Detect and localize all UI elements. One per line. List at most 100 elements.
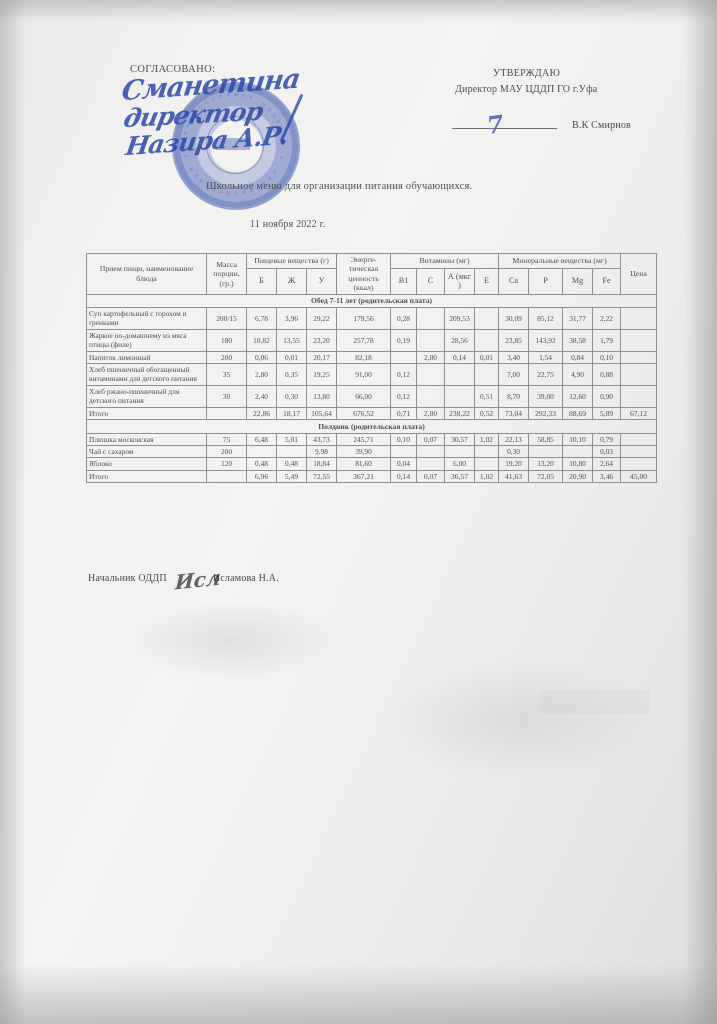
cell-energy: 245,71: [336, 432, 392, 446]
cell-vitamin-a: [444, 363, 476, 386]
cell-vitamin-a: [444, 444, 476, 459]
header-mass: Масса порции, (гр.): [206, 253, 247, 295]
cell-vitamin-e: [474, 328, 500, 352]
cell-total-label: Итого: [86, 406, 207, 421]
cell-fat: 18,17: [276, 406, 307, 421]
cell-carbs: 43,73: [305, 432, 338, 446]
cell-vitamin-c: 2,80: [416, 350, 446, 365]
table-head: Прием пищи, наименование блюда Масса пор…: [86, 253, 658, 295]
cell-phosphorus: 143,92: [528, 328, 564, 352]
footer-position: Начальник ОДДП: [88, 573, 167, 584]
header-vitamin-e: Е: [474, 267, 500, 295]
cell-iron: 1,79: [592, 328, 622, 352]
cell-fat: 0,30: [276, 384, 307, 408]
cell-vitamin-e: [474, 457, 500, 471]
paper-artifact: [540, 690, 650, 714]
handwritten-odpp-mark: Исл: [174, 565, 222, 595]
signature-line: [452, 128, 557, 129]
cell-energy: 257,78: [336, 328, 392, 352]
cell-fat: [276, 444, 307, 459]
cell-carbs: 19,25: [305, 363, 338, 386]
cell-fat: 5,01: [276, 432, 307, 446]
cell-phosphorus: 13,20: [528, 457, 564, 471]
cell-carbs: 18,84: [305, 457, 338, 471]
cell-protein: 22,86: [246, 406, 277, 421]
cell-price: [620, 444, 658, 459]
cell-phosphorus: 39,00: [528, 384, 564, 408]
cell-calcium: 19,20: [498, 457, 530, 471]
table-row: Жаркое по-домашнему из мяса птицы (филе)…: [86, 328, 658, 352]
cell-vitamin-e: 0,51: [474, 384, 500, 408]
table-total-row: Итого 6,96 5,49 72,55 367,21 0,14 0,07 36,57 1,0…: [86, 469, 658, 484]
table-body: Обед 7-11 лет (родительская плата) Суп ка…: [85, 293, 658, 484]
table-row: Чай с сахаром 200 9,98 39,90 0,30 0,03: [86, 444, 658, 459]
affirm-name: В.К Смирнов: [572, 120, 631, 131]
cell-vitamin-e: 0,01: [474, 350, 500, 365]
cell-vitamin-a: 30,57: [444, 432, 476, 446]
header-energy: Энерге-тическая ценность (ккал): [336, 253, 392, 295]
page-title: Школьное меню для организации питания об…: [206, 181, 473, 192]
cell-vitamin-e: [474, 444, 500, 459]
cell-protein: 6,96: [246, 469, 277, 484]
cell-vitamin-b1: 0,71: [390, 406, 418, 421]
cell-iron: 0,90: [592, 384, 622, 408]
menu-table-container: Прием пищи, наименование блюда Масса пор…: [85, 253, 658, 484]
paper-edge-right: [683, 0, 717, 1024]
cell-mass: 200: [206, 350, 247, 365]
cell-fat: 0,35: [276, 363, 307, 386]
cell-vitamin-a: 0,14: [444, 350, 476, 365]
cell-mass: [206, 406, 247, 421]
cell-carbs: 20,17: [305, 350, 338, 365]
cell-vitamin-c: 0,07: [416, 432, 446, 446]
official-round-stamp: [172, 82, 300, 210]
cell-vitamin-a: 28,56: [444, 328, 476, 352]
cell-dish-name: Яблоко: [86, 457, 207, 471]
cell-vitamin-b1: 0,12: [390, 363, 418, 386]
cell-price: [620, 328, 658, 352]
cell-mass: 75: [206, 432, 247, 446]
cell-iron: 0,10: [592, 350, 622, 365]
header-vitamin-c: С: [416, 267, 446, 295]
header-price: Цена: [620, 253, 658, 295]
header-carbs: У: [305, 267, 338, 295]
cell-energy: 39,90: [336, 444, 392, 459]
cell-phosphorus: 22,75: [528, 363, 564, 386]
section-title: Обед 7-11 лет (родительская плата): [85, 293, 658, 309]
cell-dish-name: Жаркое по-домашнему из мяса птицы (филе): [86, 328, 207, 352]
paper-smudge: [120, 600, 340, 680]
cell-vitamin-c: [416, 444, 446, 459]
cell-magnesium: 20,90: [562, 469, 594, 484]
cell-vitamin-b1: 0,19: [390, 328, 418, 352]
cell-iron: 0,79: [592, 432, 622, 446]
cell-dish-name: Плюшка московская: [86, 432, 207, 446]
cell-protein: 0,06: [246, 350, 277, 365]
cell-vitamin-c: [416, 457, 446, 471]
cell-calcium: 41,63: [498, 469, 530, 484]
header-magnesium: Mg: [562, 267, 594, 295]
cell-iron: 0,03: [592, 444, 622, 459]
cell-price: 45,00: [620, 469, 658, 484]
paper-edge-top: [0, 0, 717, 22]
cell-calcium: 7,00: [498, 363, 530, 386]
cell-vitamin-e: [474, 307, 500, 330]
menu-table: Прием пищи, наименование блюда Масса пор…: [85, 253, 658, 484]
cell-energy: 676,52: [336, 406, 392, 421]
cell-carbs: 29,22: [305, 307, 338, 330]
cell-energy: 82,18: [336, 350, 392, 365]
table-row: Напиток лимонный 200 0,06 0,01 20,17 82,18 2,8…: [86, 350, 658, 365]
paper-smudge: [380, 660, 660, 780]
cell-dish-name: Хлеб ржано-пшеничный для детского питани…: [86, 384, 207, 408]
cell-fat: 0,01: [276, 350, 307, 365]
footer-name: Исламова Н.А.: [212, 573, 279, 584]
table-header-row-1: Прием пищи, наименование блюда Масса пор…: [86, 253, 658, 295]
cell-protein: 2,80: [246, 363, 277, 386]
section-title: Полдник (родительская плата): [85, 419, 658, 434]
cell-price: [620, 457, 658, 471]
table-row: Плюшка московская 75 6,48 5,01 43,73 245,71 0,…: [86, 432, 658, 446]
cell-vitamin-c: [416, 307, 446, 330]
table-row: Суп картофельный с горохом и гренками 200…: [86, 307, 658, 330]
cell-vitamin-c: 2,80: [416, 406, 446, 421]
cell-phosphorus: 72,05: [528, 469, 564, 484]
cell-vitamin-b1: 0,14: [390, 469, 418, 484]
